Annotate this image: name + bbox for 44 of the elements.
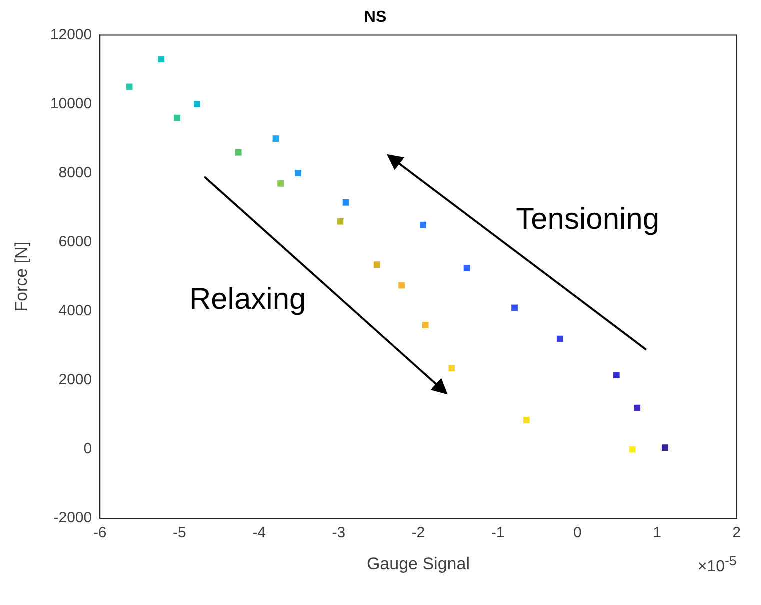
point	[374, 262, 380, 268]
point	[613, 372, 620, 378]
point	[662, 444, 668, 451]
y-axis-title: Force [N]	[12, 242, 31, 312]
point	[272, 136, 280, 142]
x-tick-label: -5	[173, 524, 186, 542]
y-tick-label: 6000	[58, 234, 92, 251]
point	[448, 365, 456, 372]
x-tick-label: 1	[653, 524, 662, 542]
x-axis-title: Gauge Signal	[366, 554, 470, 574]
x-tick-label: 0	[573, 524, 582, 542]
x-tick-label: -2	[412, 524, 426, 542]
point	[174, 114, 180, 122]
y-tick-label: 12000	[50, 26, 92, 44]
point	[512, 304, 518, 312]
text: ×10$^{-5}$	[698, 552, 737, 576]
point	[235, 149, 242, 156]
y-tick-label: 0	[84, 440, 92, 458]
point	[556, 336, 564, 342]
y-tick-label: 8000	[58, 164, 92, 182]
point	[420, 222, 426, 228]
point	[464, 265, 470, 272]
x-tick-label: 2	[732, 524, 741, 542]
annotation: Tensioning	[516, 202, 660, 237]
point	[422, 322, 429, 328]
point	[337, 218, 344, 225]
y-tick-label: 4000	[58, 302, 92, 320]
x-tick-label: -6	[93, 524, 107, 542]
x-tick-label: -1	[491, 524, 505, 542]
point	[295, 170, 302, 176]
y-tick-label: -2000	[54, 510, 92, 527]
chart-title: NS	[364, 9, 387, 26]
y-tick-label: 10000	[50, 95, 92, 112]
point	[278, 180, 284, 187]
point	[398, 282, 405, 289]
x-tick-label: -4	[252, 524, 266, 542]
annotation: Relaxing	[189, 283, 306, 318]
point	[194, 101, 200, 108]
point	[524, 417, 530, 424]
point	[634, 404, 641, 412]
y-tick-label: 2000	[58, 372, 92, 389]
point	[158, 56, 165, 63]
point	[342, 199, 350, 206]
x-tick-label: -3	[332, 524, 346, 542]
